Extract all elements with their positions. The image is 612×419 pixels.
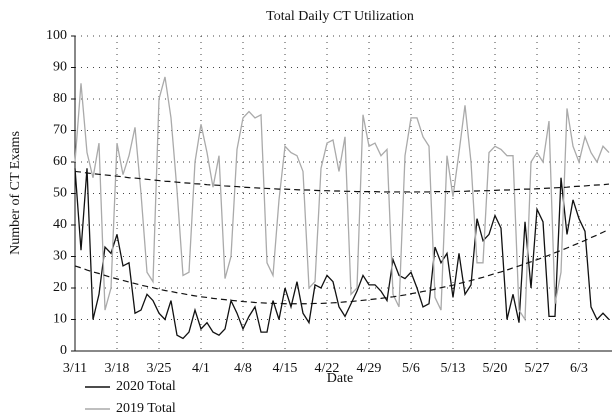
trend-line [74,228,610,305]
legend-label: 2020 Total [116,379,176,394]
x-tick-label: 5/13 [441,361,466,376]
series-line [74,76,610,322]
x-tick-label: 5/6 [402,361,420,376]
x-tick-label: 5/20 [483,361,508,376]
y-tick-label: 60 [53,154,67,169]
x-tick-label: 4/8 [234,361,252,376]
x-tick-label: 6/3 [570,361,588,376]
y-tick-label: 40 [53,217,67,232]
legend-label: 2019 Total [116,401,176,416]
y-tick-label: 0 [60,343,67,358]
trend-line [74,170,610,193]
chart-title: Total Daily CT Utilization [266,9,414,24]
series-line [74,168,610,340]
y-tick-label: 20 [53,280,67,295]
x-tick-label: 4/22 [315,361,340,376]
x-axis-label: Date [327,371,353,386]
x-tick-label: 3/18 [105,361,130,376]
y-tick-label: 90 [53,60,67,75]
y-tick-label: 100 [46,28,67,43]
y-tick-label: 30 [53,249,67,264]
x-tick-label: 4/1 [192,361,210,376]
x-tick-label: 5/27 [525,361,550,376]
y-tick-label: 80 [53,91,67,106]
x-tick-label: 3/11 [63,361,87,376]
y-tick-label: 50 [53,186,67,201]
y-tick-label: 10 [53,312,67,327]
y-tick-label: 70 [53,123,67,138]
x-tick-label: 4/15 [273,361,298,376]
x-tick-label: 3/25 [147,361,172,376]
y-axis-label: Number of CT Exams [8,131,23,255]
x-tick-label: 4/29 [357,361,382,376]
